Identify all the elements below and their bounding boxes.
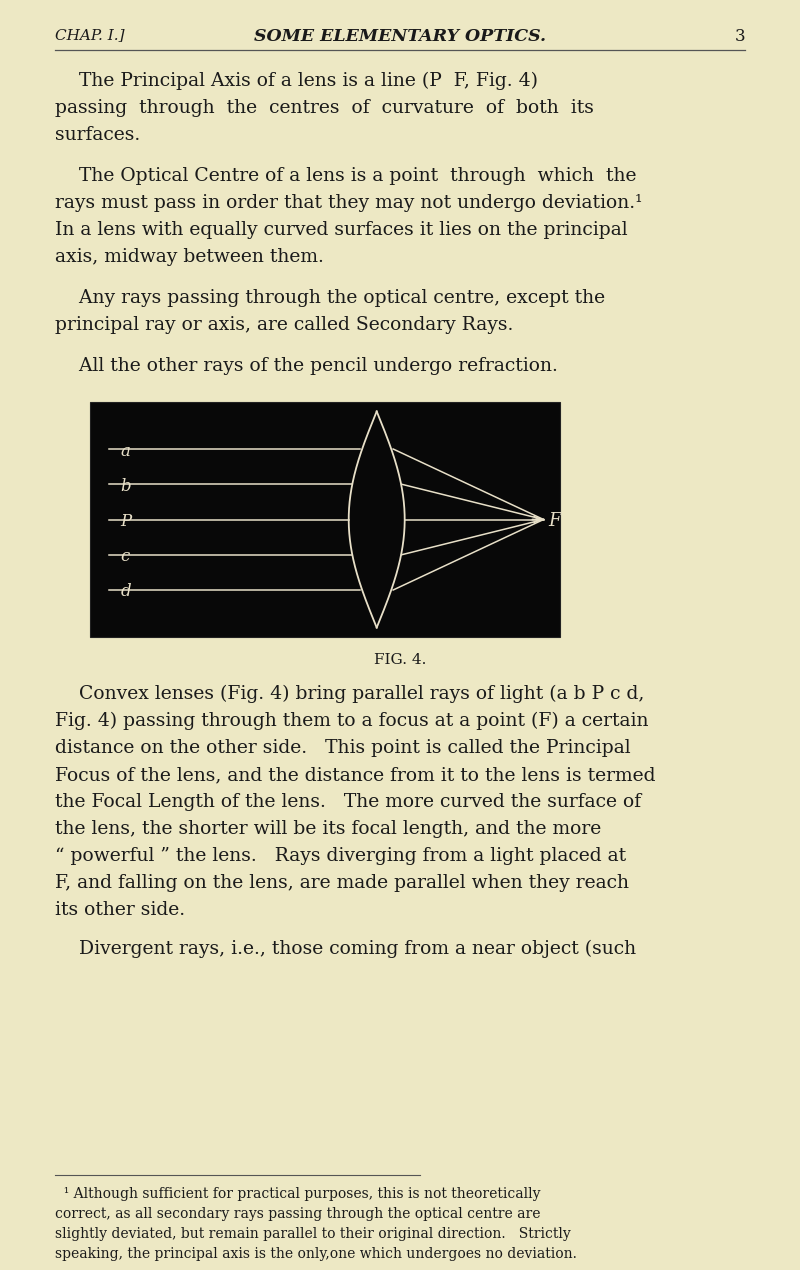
Text: In a lens with equally curved surfaces it lies on the principal: In a lens with equally curved surfaces i… (55, 221, 628, 239)
Text: Divergent rays, i.e., those coming from a near object (such: Divergent rays, i.e., those coming from … (55, 940, 636, 959)
Text: surfaces.: surfaces. (55, 126, 140, 144)
Text: the Focal Length of the lens.   The more curved the surface of: the Focal Length of the lens. The more c… (55, 792, 641, 812)
Text: rays must pass in order that they may not undergo deviation.¹: rays must pass in order that they may no… (55, 194, 642, 212)
Text: Any rays passing through the optical centre, except the: Any rays passing through the optical cen… (55, 290, 605, 307)
Text: SOME ELEMENTARY OPTICS.: SOME ELEMENTARY OPTICS. (254, 28, 546, 44)
Text: b: b (120, 478, 131, 495)
Text: a: a (120, 442, 130, 460)
Text: “ powerful ” the lens.   Rays diverging from a light placed at: “ powerful ” the lens. Rays diverging fr… (55, 847, 626, 865)
Text: correct, as all secondary rays passing through the optical centre are: correct, as all secondary rays passing t… (55, 1206, 541, 1220)
Text: F, and falling on the lens, are made parallel when they reach: F, and falling on the lens, are made par… (55, 874, 629, 892)
Text: ¹ Although sufficient for practical purposes, this is not theoretically: ¹ Although sufficient for practical purp… (55, 1187, 541, 1201)
Text: d: d (120, 583, 131, 601)
Text: passing  through  the  centres  of  curvature  of  both  its: passing through the centres of curvature… (55, 99, 594, 117)
Text: The Principal Axis of a lens is a line (P  F, Fig. 4): The Principal Axis of a lens is a line (… (55, 72, 538, 90)
Text: F: F (549, 513, 561, 531)
Text: Focus of the lens, and the distance from it to the lens is termed: Focus of the lens, and the distance from… (55, 766, 655, 784)
Text: the lens, the shorter will be its focal length, and the more: the lens, the shorter will be its focal … (55, 820, 602, 838)
Text: Fig. 4) passing through them to a focus at a point (F) a certain: Fig. 4) passing through them to a focus … (55, 712, 649, 730)
Text: FIG. 4.: FIG. 4. (374, 653, 426, 667)
Text: 3: 3 (734, 28, 745, 44)
Text: speaking, the principal axis is the only,one which undergoes no deviation.: speaking, the principal axis is the only… (55, 1247, 577, 1261)
Text: slightly deviated, but remain parallel to their original direction.   Strictly: slightly deviated, but remain parallel t… (55, 1227, 570, 1241)
Text: The Optical Centre of a lens is a point  through  which  the: The Optical Centre of a lens is a point … (55, 166, 637, 185)
Text: its other side.: its other side. (55, 900, 185, 919)
Text: principal ray or axis, are called Secondary Rays.: principal ray or axis, are called Second… (55, 316, 514, 334)
Text: All the other rays of the pencil undergo refraction.: All the other rays of the pencil undergo… (55, 357, 558, 375)
Text: Convex lenses (Fig. 4) bring parallel rays of light (a b P c d,: Convex lenses (Fig. 4) bring parallel ra… (55, 685, 644, 704)
Text: c: c (120, 549, 130, 565)
Text: axis, midway between them.: axis, midway between them. (55, 248, 324, 265)
Text: P: P (120, 513, 131, 530)
Text: CHAP. I.]: CHAP. I.] (55, 28, 125, 42)
Bar (90, 403, 560, 638)
Text: distance on the other side.   This point is called the Principal: distance on the other side. This point i… (55, 739, 630, 757)
